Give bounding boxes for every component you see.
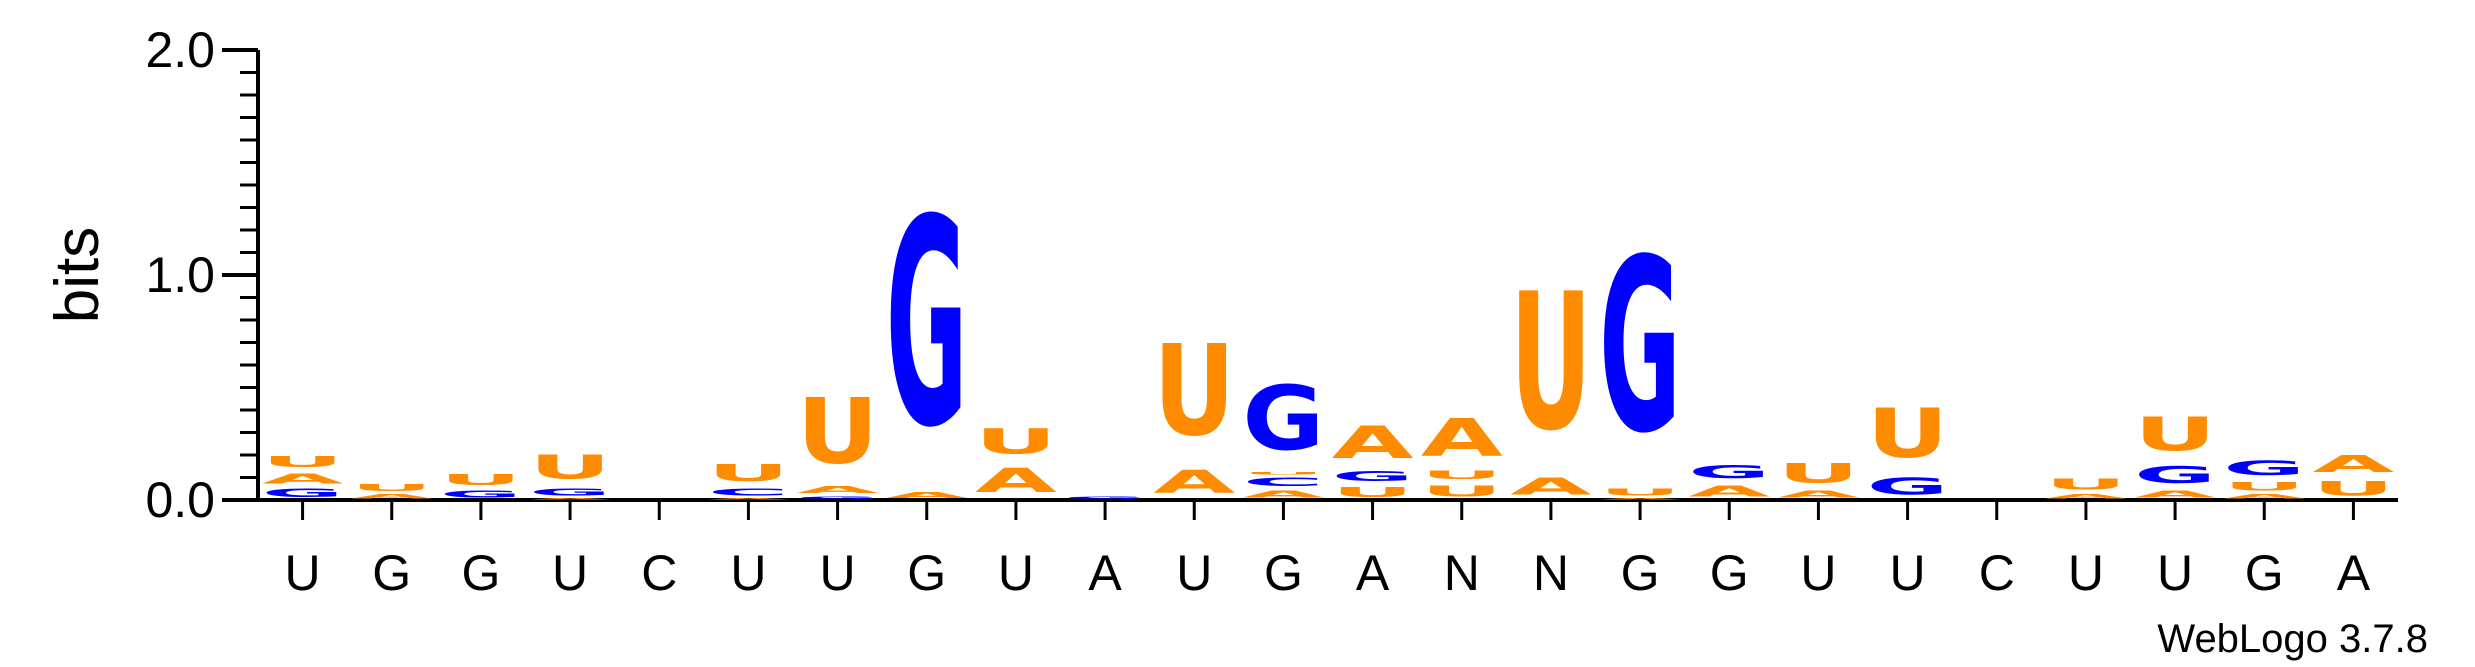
y-axis-label: bits — [43, 227, 112, 323]
x-tick-label: G — [907, 545, 946, 601]
logo-letter-A: A — [529, 498, 611, 500]
x-tick-label: U — [2157, 545, 2193, 601]
logo-letter-U: U — [2134, 408, 2216, 462]
y-axis: 0.0 1.0 2.0 bits — [43, 22, 260, 528]
logo-letter-A: A — [1332, 418, 1414, 469]
logo-letter-U: U — [262, 453, 344, 471]
x-tick-label: C — [1979, 545, 2015, 601]
x-tick-label: U — [285, 545, 321, 601]
logo-letter-G: G — [1064, 495, 1146, 500]
logo-letter-U: U — [1867, 395, 1949, 473]
logo-letter-G: G — [1867, 473, 1949, 500]
logo-letter-U: U — [1421, 482, 1503, 500]
logo-letter-G: G — [2223, 457, 2305, 479]
x-tick-label: U — [998, 545, 1034, 601]
x-tick-label: G — [1621, 545, 1660, 601]
logo-letter-A: A — [351, 493, 433, 500]
logo-letter-U: U — [1510, 253, 1592, 472]
x-tick-label: A — [2337, 545, 2371, 601]
y-tick-label-0: 0.0 — [145, 472, 215, 528]
logo-letter-A: A — [707, 498, 789, 500]
logo-letter-G: G — [1599, 209, 1681, 487]
logo-letter-A: A — [1242, 489, 1324, 500]
logo-letter-U: U — [1153, 319, 1235, 464]
x-tick-label: U — [1800, 545, 1836, 601]
x-tick-label: C — [641, 545, 677, 601]
logo-letter-A: A — [262, 471, 345, 487]
x-tick-label: G — [2245, 545, 2284, 601]
logo-letter-A: A — [1421, 408, 1504, 468]
logo-letter-G: G — [1688, 462, 1770, 482]
logo-letter-U: U — [1242, 471, 1324, 475]
logo-letter-G: G — [886, 160, 968, 491]
logo-letter-U: U — [707, 460, 789, 487]
x-tick-label: N — [1533, 545, 1569, 601]
x-tick-label: U — [2068, 545, 2104, 601]
logo-letter-A: A — [1510, 473, 1592, 500]
x-tick-label: U — [1176, 545, 1212, 601]
logo-letter-A: A — [2223, 493, 2305, 500]
x-tick-label: G — [1710, 545, 1749, 601]
logo-letter-A: A — [2134, 489, 2216, 500]
x-tick-label: U — [552, 545, 588, 601]
logo-letter-U: U — [1332, 484, 1414, 500]
logo-letter-A: A — [2045, 493, 2127, 500]
logo-letter-U: U — [797, 379, 879, 485]
logo-letter-G: G — [1332, 469, 1414, 485]
x-ticks — [301, 500, 2355, 520]
y-minor-ticks — [240, 71, 258, 479]
x-tick-label: U — [820, 545, 856, 601]
logo-letter-A: A — [2312, 451, 2394, 478]
logo-letter-U: U — [975, 421, 1057, 461]
logo-letter-G: G — [529, 487, 611, 498]
x-tick-label: N — [1444, 545, 1480, 601]
logo-letter-A: A — [1688, 482, 1771, 500]
logo-letter-A: A — [797, 484, 879, 495]
x-tick-label: G — [461, 545, 500, 601]
logo-letter-U: U — [1421, 468, 1503, 481]
logo-letter-A: A — [1153, 465, 1235, 500]
x-tick-label: U — [1890, 545, 1926, 601]
x-tick-label: A — [1356, 545, 1390, 601]
logo-letter-U: U — [1599, 486, 1681, 497]
logo-letter-A: A — [975, 462, 1057, 500]
logo-letter-G: G — [440, 489, 522, 500]
logo-letter-A: A — [886, 491, 968, 500]
logo-letter-G: G — [2134, 462, 2216, 489]
logo-letter-U: U — [529, 448, 611, 486]
logo-letter-G: G — [1242, 368, 1324, 471]
weblogo-credit: WebLogo 3.7.8 — [2157, 617, 2428, 661]
logo-letter-C: C — [1242, 475, 1324, 489]
logo-letter-U: U — [1777, 458, 1859, 489]
logo-letter-U: U — [2223, 480, 2305, 493]
logo-letter-A: A — [1777, 489, 1859, 500]
y-tick-label-1: 1.0 — [145, 247, 215, 303]
logo-letter-G: G — [797, 495, 879, 500]
logo-letter-U: U — [351, 482, 433, 493]
logo-letter-U: U — [2312, 478, 2394, 500]
x-tick-label: G — [372, 545, 411, 601]
x-tick-label: G — [1264, 545, 1303, 601]
logo-letter-U: U — [2045, 476, 2127, 494]
logo-letter-C: C — [707, 486, 789, 497]
logo-letter-U: U — [440, 471, 522, 489]
y-tick-label-2: 2.0 — [145, 22, 215, 78]
logo-letter-G: G — [262, 487, 344, 500]
x-tick-label: U — [730, 545, 766, 601]
x-tick-label: A — [1088, 545, 1122, 601]
logo-letter-A: A — [1599, 498, 1681, 500]
